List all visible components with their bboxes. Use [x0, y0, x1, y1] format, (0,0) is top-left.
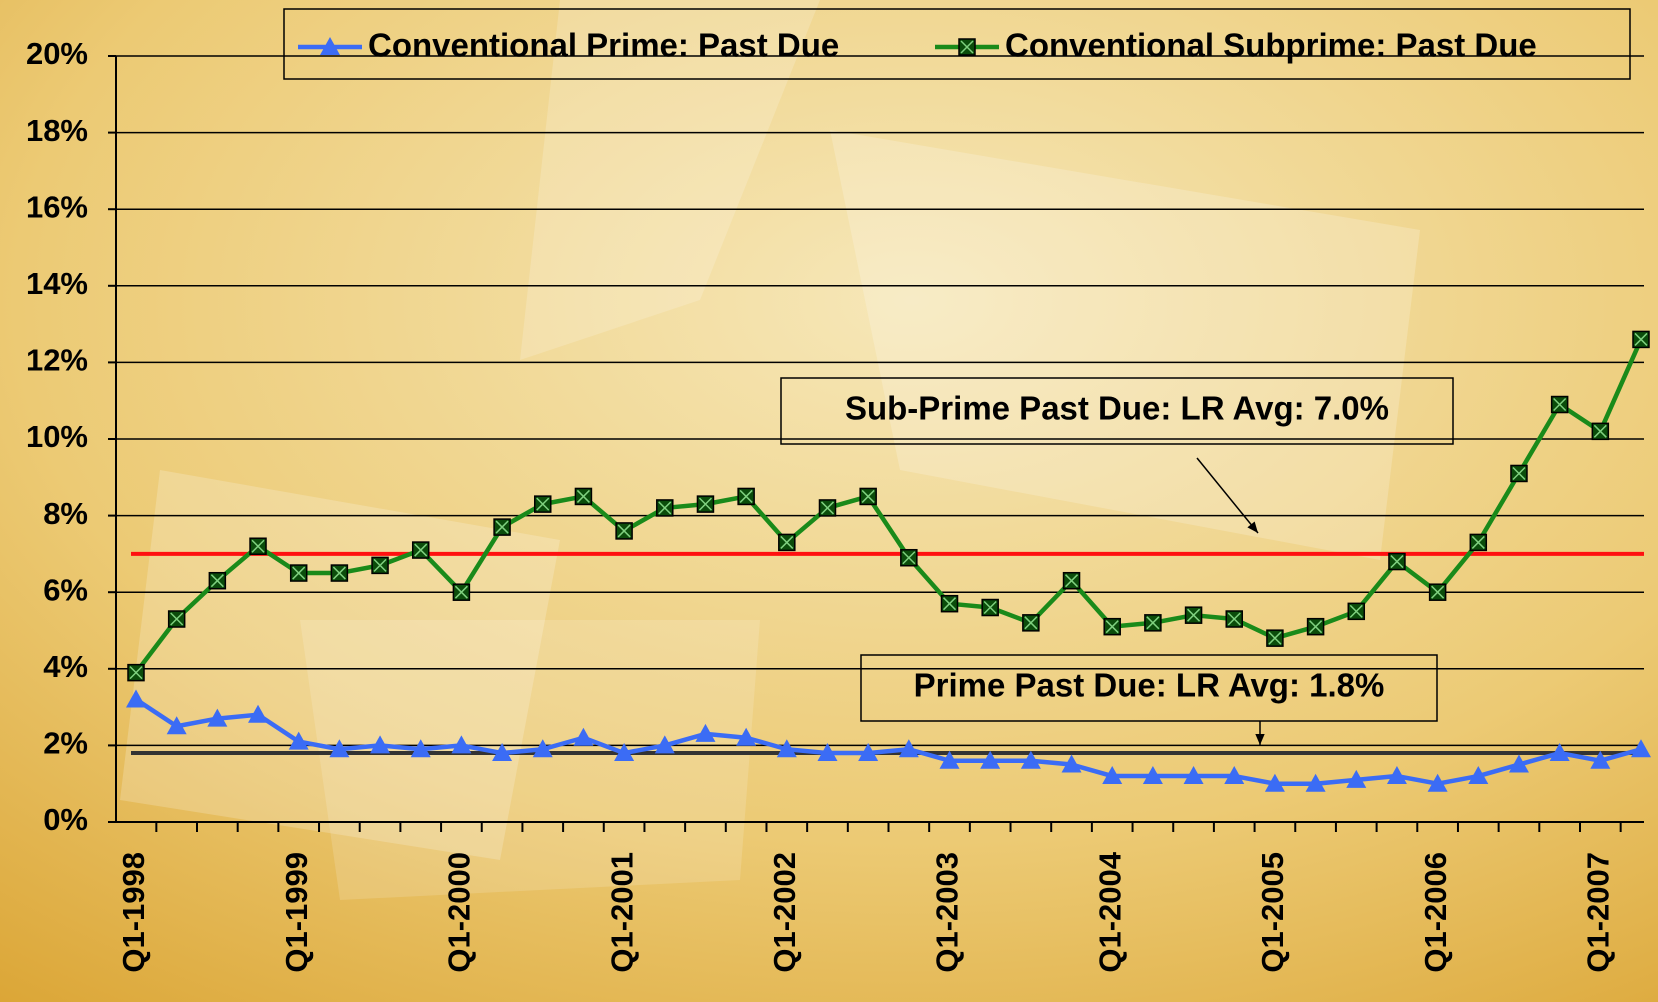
point	[779, 534, 795, 550]
point	[1470, 534, 1486, 550]
point	[1389, 554, 1405, 570]
point	[616, 523, 632, 539]
point	[982, 600, 998, 616]
x-tick-label: Q1-2000	[442, 852, 477, 973]
point	[535, 496, 551, 512]
point	[1104, 619, 1120, 635]
point	[819, 500, 835, 516]
point	[697, 496, 713, 512]
legend-item: Conventional Prime: Past Due	[298, 27, 839, 64]
point	[1348, 603, 1364, 619]
point	[1186, 607, 1202, 623]
x-tick-label: Q1-2007	[1581, 852, 1616, 973]
point	[1430, 584, 1446, 600]
y-tick-label: 6%	[43, 572, 88, 607]
point	[413, 542, 429, 558]
point	[372, 557, 388, 573]
y-tick-label: 14%	[26, 266, 88, 301]
point	[331, 565, 347, 581]
point	[1064, 573, 1080, 589]
point	[1267, 630, 1283, 646]
point	[657, 500, 673, 516]
point	[738, 488, 754, 504]
x-tick-label: Q1-1999	[279, 852, 314, 973]
chart: 0% 2% 4% 6% 8% 10% 12% 14% 16% 18% 20% Q1-1998 Q1-19…	[0, 0, 1658, 1002]
y-tick-label: 0%	[43, 802, 88, 837]
y-tick-label: 20%	[26, 36, 88, 71]
legend-label: Conventional Prime: Past Due	[368, 27, 839, 64]
point	[959, 39, 975, 55]
x-tick-label: Q1-1998	[116, 852, 151, 973]
point	[1552, 397, 1568, 413]
y-tick-label: 2%	[43, 726, 88, 761]
annotation: Sub-Prime Past Due: LR Avg: 7.0%	[845, 390, 1389, 427]
point	[169, 611, 185, 627]
annotation: Prime Past Due: LR Avg: 1.8%	[914, 667, 1385, 704]
legend-item: Conventional Subprime: Past Due	[935, 27, 1537, 64]
point	[1511, 465, 1527, 481]
point	[575, 488, 591, 504]
point	[901, 550, 917, 566]
page: {"chart_data": {"type": "line", "categor…	[0, 0, 1658, 1002]
x-tick-label: Q1-2002	[767, 852, 802, 973]
point	[860, 488, 876, 504]
y-tick-label: 12%	[26, 343, 88, 378]
y-tick-label: 18%	[26, 113, 88, 148]
x-tick-label: Q1-2001	[604, 852, 639, 973]
y-tick-label: 16%	[26, 189, 88, 224]
point	[1145, 615, 1161, 631]
point	[209, 573, 225, 589]
x-tick-label: Q1-2004	[1092, 851, 1127, 972]
point	[453, 584, 469, 600]
point	[1308, 619, 1324, 635]
legend-label: Conventional Subprime: Past Due	[1005, 27, 1537, 64]
point	[1023, 615, 1039, 631]
point	[1226, 611, 1242, 627]
y-tick-label: 8%	[43, 496, 88, 531]
bg-shape	[300, 620, 760, 900]
point	[494, 519, 510, 535]
point	[1592, 423, 1608, 439]
point	[1633, 331, 1649, 347]
point	[128, 665, 144, 681]
x-tick-label: Q1-2003	[930, 852, 965, 973]
x-tick-label: Q1-2006	[1418, 852, 1453, 973]
point	[291, 565, 307, 581]
point	[250, 538, 266, 554]
y-tick-label: 4%	[43, 649, 88, 684]
point	[942, 596, 958, 612]
y-tick-label: 10%	[26, 419, 88, 454]
x-tick-label: Q1-2005	[1255, 852, 1290, 973]
